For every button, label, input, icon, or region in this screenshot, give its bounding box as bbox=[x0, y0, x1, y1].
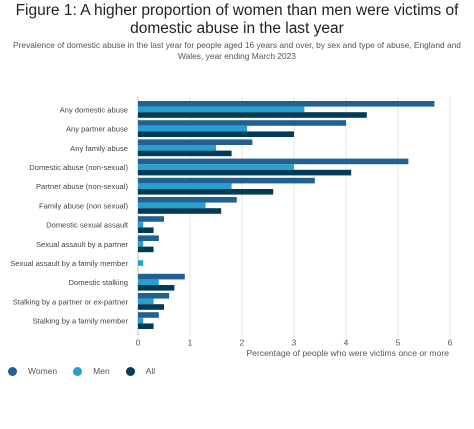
x-axis-label: Percentage of people who were victims on… bbox=[246, 348, 449, 358]
x-tick-label: 5 bbox=[396, 337, 401, 347]
bar-women bbox=[138, 177, 315, 184]
bar-all bbox=[138, 323, 154, 329]
bar-women bbox=[138, 101, 435, 107]
category-label: Sexual assault by a family member bbox=[10, 259, 128, 268]
chart-subtitle: Prevalence of domestic abuse in the last… bbox=[13, 40, 461, 61]
bar-women bbox=[138, 235, 159, 241]
bar-women bbox=[138, 158, 409, 165]
bar-women bbox=[138, 139, 253, 145]
bar-men bbox=[138, 202, 206, 209]
bar-all bbox=[138, 131, 294, 137]
legend-label: All bbox=[145, 366, 156, 376]
bar-men bbox=[138, 183, 232, 189]
x-tick-label: 0 bbox=[136, 337, 141, 347]
bar-men bbox=[138, 221, 144, 228]
bar-all bbox=[138, 189, 274, 195]
bar-men bbox=[138, 298, 154, 305]
category-label: Family abuse (non sexual) bbox=[39, 201, 129, 210]
bar-all bbox=[138, 112, 367, 118]
legend-label: Men bbox=[93, 366, 110, 376]
bar-men bbox=[138, 241, 144, 247]
bar-all bbox=[138, 227, 154, 233]
legend-item-all: All bbox=[125, 366, 156, 376]
bar-men bbox=[138, 164, 294, 170]
x-tick-label: 3 bbox=[292, 337, 297, 347]
category-label: Stalking by a partner or ex-partner bbox=[13, 297, 129, 306]
bars bbox=[138, 101, 435, 329]
chart-title: Figure 1: A higher proportion of women t… bbox=[15, 2, 459, 37]
bar-all bbox=[138, 246, 154, 253]
category-label: Any domestic abuse bbox=[60, 105, 128, 114]
bar-men bbox=[138, 125, 248, 132]
bar-men bbox=[138, 279, 159, 285]
bar-all bbox=[138, 169, 352, 176]
bar-all bbox=[138, 304, 164, 310]
bar-women bbox=[138, 312, 159, 318]
bar-all bbox=[138, 208, 222, 214]
bar-women bbox=[138, 120, 346, 126]
category-label: Any family abuse bbox=[70, 144, 128, 153]
category-label: Stalking by a family member bbox=[33, 317, 129, 326]
bar-all bbox=[138, 285, 175, 291]
category-label: Partner abuse (non-sexual) bbox=[36, 182, 128, 191]
category-labels: Any domestic abuse Any partner abuse Any f… bbox=[10, 105, 129, 325]
bar-men bbox=[138, 145, 216, 151]
category-label: Any partner abuse bbox=[66, 125, 128, 134]
legend-swatch bbox=[125, 366, 135, 376]
category-label: Sexual assault by a partner bbox=[36, 240, 128, 249]
bar-men bbox=[138, 106, 305, 113]
category-label: Domestic sexual assault bbox=[46, 221, 129, 230]
x-tick-label: 6 bbox=[448, 337, 453, 347]
legend-label: Women bbox=[28, 366, 58, 376]
bar-women bbox=[138, 293, 170, 299]
legend-item-women: Women bbox=[8, 366, 57, 376]
bar-women bbox=[138, 216, 164, 222]
bar-all bbox=[138, 150, 232, 157]
x-tick-label: 1 bbox=[188, 337, 193, 347]
x-tick-label: 4 bbox=[344, 337, 349, 347]
legend: Women Men All bbox=[8, 364, 171, 378]
bar-men bbox=[138, 260, 144, 266]
bar-women bbox=[138, 273, 185, 280]
legend-item-men: Men bbox=[73, 366, 110, 376]
legend-swatch bbox=[73, 366, 83, 376]
category-label: Domestic stalking bbox=[68, 278, 128, 287]
legend-swatch bbox=[8, 366, 17, 376]
bar-women bbox=[138, 197, 237, 203]
x-tick-label: 2 bbox=[240, 337, 245, 347]
category-label: Domestic abuse (non-sexual) bbox=[29, 163, 128, 172]
x-tick-labels: 0 1 2 3 4 5 6 bbox=[136, 337, 453, 347]
bar-men bbox=[138, 317, 144, 324]
